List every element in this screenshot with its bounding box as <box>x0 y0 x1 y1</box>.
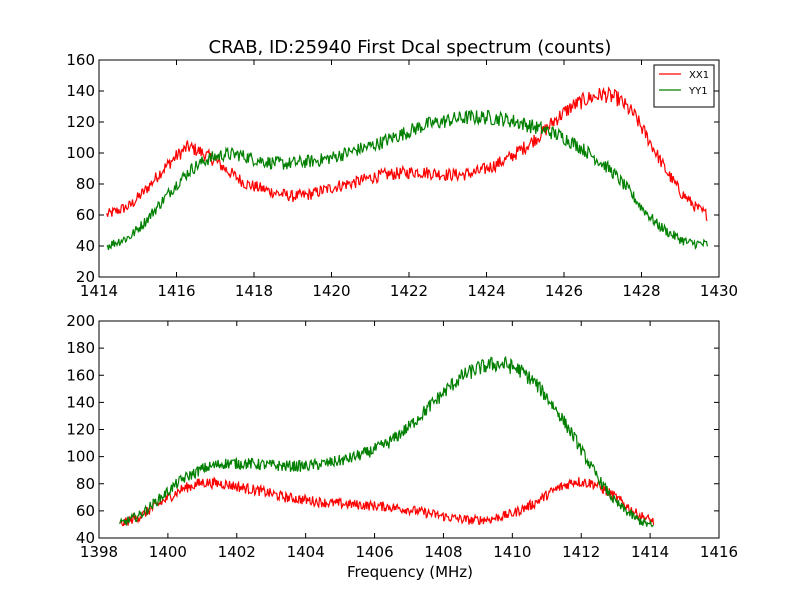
x-tick-label: 1416 <box>157 282 195 300</box>
bottom-panel: 1398 1400 1402 1404 1406 1408 1410 1412 1414 1416… <box>66 312 738 561</box>
legend-label-xx1: XX1 <box>689 70 709 81</box>
y-tick-label: 100 <box>66 448 95 466</box>
x-tick-label: 1398 <box>80 543 118 561</box>
series-line-xx1 <box>106 86 708 222</box>
y-tick-label: 140 <box>66 82 95 100</box>
x-tick-label: 1408 <box>424 543 462 561</box>
y-tick-label: 80 <box>76 175 95 193</box>
x-tick-label: 1420 <box>312 282 350 300</box>
x-tick-label: 1404 <box>287 543 325 561</box>
x-tick-label: 1424 <box>467 282 505 300</box>
y-tick-label: 160 <box>66 51 95 69</box>
y-tick-label: 120 <box>66 421 95 439</box>
y-tick-label: 160 <box>66 366 95 384</box>
y-tick-label: 180 <box>66 339 95 357</box>
y-tick-label: 80 <box>76 475 95 493</box>
series-line-green <box>119 355 654 528</box>
y-tick-label: 40 <box>76 237 95 255</box>
x-tick-label: 1402 <box>218 543 256 561</box>
legend-label-yy1: YY1 <box>688 86 708 97</box>
x-axis-label: Frequency (MHz) <box>347 563 473 581</box>
y-tick-label: 60 <box>76 206 95 224</box>
x-tick-label: 1412 <box>562 543 600 561</box>
x-tick-label: 1428 <box>622 282 660 300</box>
y-tick-label: 140 <box>66 393 95 411</box>
x-tick-label: 1400 <box>149 543 187 561</box>
top-panel: 1414 1416 1418 1420 1422 1424 1426 1428 1430 20 40… <box>66 51 738 300</box>
chart-title: CRAB, ID:25940 First Dcal spectrum (coun… <box>209 37 612 58</box>
x-tick-label: 1422 <box>390 282 428 300</box>
x-tick-label: 1418 <box>235 282 273 300</box>
x-tick-label: 1416 <box>700 543 738 561</box>
x-tick-label: 1430 <box>700 282 738 300</box>
x-tick-label: 1426 <box>545 282 583 300</box>
y-tick-label: 120 <box>66 113 95 131</box>
series-line-yy1 <box>106 109 708 251</box>
x-tick-label: 1414 <box>80 282 118 300</box>
x-tick-label: 1410 <box>493 543 531 561</box>
y-tick-label: 40 <box>76 529 95 547</box>
y-tick-label: 20 <box>76 268 95 286</box>
y-tick-label: 60 <box>76 502 95 520</box>
y-tick-label: 200 <box>66 312 95 330</box>
legend-box <box>653 64 715 108</box>
x-tick-label: 1406 <box>355 543 393 561</box>
x-tick-label: 1414 <box>631 543 669 561</box>
series-line-red <box>119 476 655 527</box>
y-tick-label: 100 <box>66 144 95 162</box>
